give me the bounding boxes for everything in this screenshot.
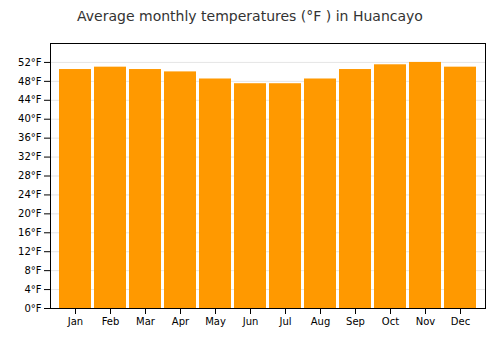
- svg-text:44°F: 44°F: [18, 94, 42, 105]
- svg-text:40°F: 40°F: [18, 113, 42, 124]
- svg-text:Feb: Feb: [102, 316, 120, 327]
- html-text:Average monthly temperatures (: Average monthly temperatures (°F ) in Hu…: [77, 8, 423, 24]
- svg-text:Dec: Dec: [451, 316, 470, 327]
- svg-text:4°F: 4°F: [24, 284, 41, 295]
- svg-text:12°F: 12°F: [18, 246, 42, 257]
- svg-text:Sep: Sep: [346, 316, 365, 327]
- svg-text:Oct: Oct: [382, 316, 399, 327]
- svg-text:Jun: Jun: [242, 316, 259, 327]
- svg-text:0°F: 0°F: [24, 303, 41, 314]
- svg-text:Nov: Nov: [416, 316, 436, 327]
- svg-text:32°F: 32°F: [18, 151, 42, 162]
- svg-text:16°F: 16°F: [18, 227, 42, 238]
- svg-text:Apr: Apr: [172, 316, 190, 327]
- svg-text:Jan: Jan: [67, 316, 83, 327]
- svg-text:36°F: 36°F: [18, 132, 42, 143]
- svg-text:May: May: [205, 316, 226, 327]
- svg-text:8°F: 8°F: [24, 265, 41, 276]
- svg-text:20°F: 20°F: [18, 208, 42, 219]
- svg-text:48°F: 48°F: [18, 76, 42, 87]
- svg-text:28°F: 28°F: [18, 170, 42, 181]
- svg-text:24°F: 24°F: [18, 189, 42, 200]
- svg-text:Aug: Aug: [311, 316, 331, 327]
- svg-text:52°F: 52°F: [18, 57, 42, 68]
- svg-text:Mar: Mar: [136, 316, 156, 327]
- svg-text:Jul: Jul: [278, 316, 291, 327]
